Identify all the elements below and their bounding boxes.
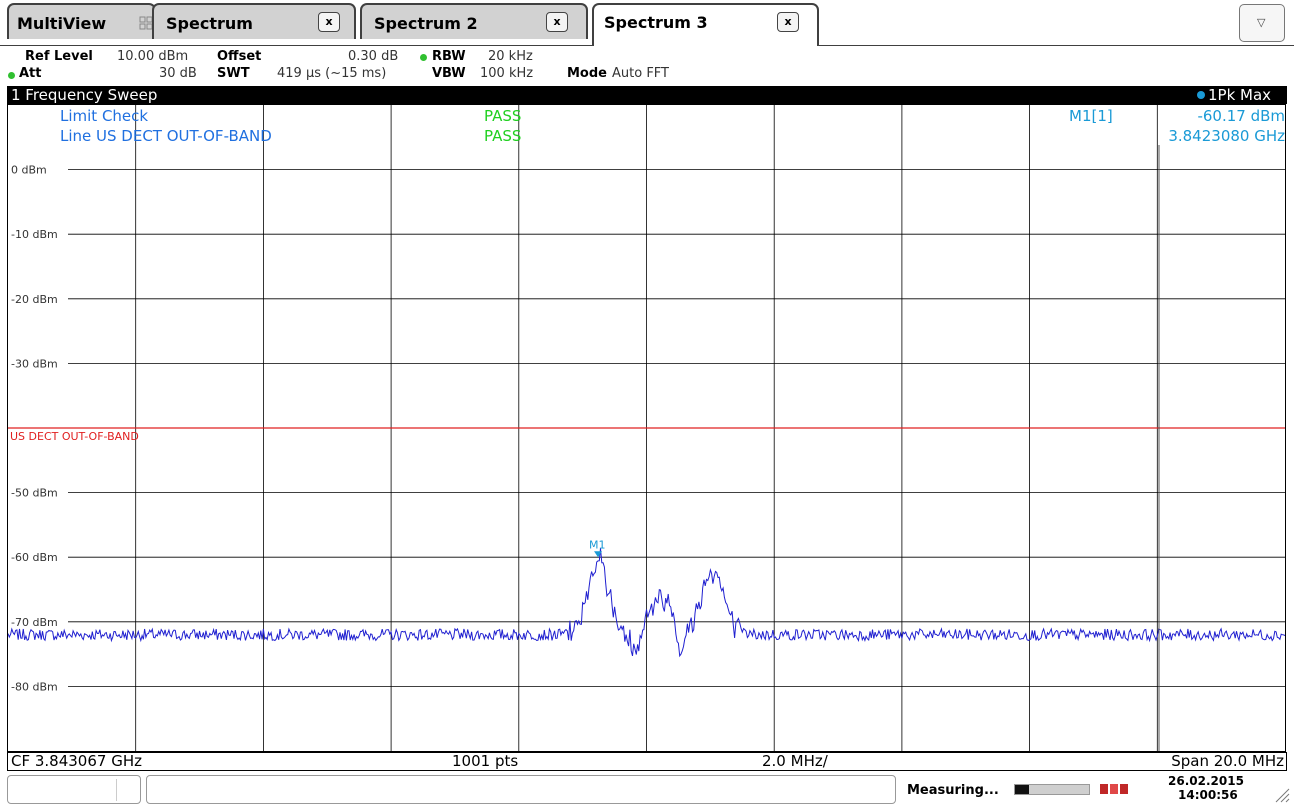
y-axis-labels: 0 dBm -10 dBm -20 dBm -30 dBm -50 dBm -60 dBm… xyxy=(11,164,58,694)
y-tick-label: -20 dBm xyxy=(11,293,58,306)
spectrum-plot[interactable]: 0 dBm -10 dBm -20 dBm -30 dBm -50 dBm -60 dBm… xyxy=(8,105,1285,751)
frequency-per-division[interactable]: 2.0 MHz/ xyxy=(762,752,828,770)
y-tick-label: -30 dBm xyxy=(11,357,58,370)
swt-value[interactable]: 419 µs (~15 ms) xyxy=(277,66,387,81)
marker-name: M1[1] xyxy=(1069,107,1113,125)
settings-bar: Ref Level 10.00 dBm Att 30 dB Offset 0.3… xyxy=(7,46,1287,85)
window-title-bar[interactable]: 1 Frequency Sweep 1Pk Max xyxy=(7,86,1287,104)
tab-bar: MultiView Spectrum x Spectrum 2 x Spectr… xyxy=(0,0,1294,46)
limit-check-label: Limit Check xyxy=(60,107,149,125)
marker-frequency: 3.8423080 GHz xyxy=(1168,127,1285,145)
tab-spectrum-2[interactable]: Spectrum 2 x xyxy=(360,3,588,39)
remote-status-icon xyxy=(1100,784,1128,794)
marker-level: -60.17 dBm xyxy=(1197,107,1285,125)
close-tab-spectrum-3-button[interactable]: x xyxy=(777,12,799,32)
trace-mode-label[interactable]: 1Pk Max xyxy=(1208,86,1272,104)
measuring-status: Measuring... xyxy=(907,783,999,798)
close-tab-spectrum-2-button[interactable]: x xyxy=(546,12,568,32)
diagram-area[interactable]: 0 dBm -10 dBm -20 dBm -30 dBm -50 dBm -60 dBm… xyxy=(7,104,1286,752)
rbw-label: RBW xyxy=(432,49,466,64)
y-tick-label: -80 dBm xyxy=(11,680,58,693)
limit-line-result: PASS xyxy=(484,127,522,145)
chevron-down-icon: ▽ xyxy=(1257,16,1266,29)
ref-level-label: Ref Level xyxy=(25,49,93,64)
mode-label: Mode xyxy=(567,66,607,81)
resize-grip-icon[interactable] xyxy=(1274,787,1290,803)
divider xyxy=(116,779,117,801)
mode-value[interactable]: Auto FFT xyxy=(612,66,669,81)
vbw-value[interactable]: 100 kHz xyxy=(480,66,534,81)
y-tick-label: 0 dBm xyxy=(11,164,47,177)
tab-label: Spectrum 2 xyxy=(374,14,478,33)
status-field-left[interactable] xyxy=(7,775,141,804)
rbw-indicator-icon xyxy=(420,54,427,61)
tab-label: Spectrum 3 xyxy=(604,13,708,32)
status-bar: Measuring... 26.02.2015 14:00:56 xyxy=(0,773,1294,806)
offset-value[interactable]: 0.30 dB xyxy=(348,49,399,64)
tab-label: Spectrum xyxy=(166,14,253,33)
diagram-footer: CF 3.843067 GHz 1001 pts 2.0 MHz/ Span 2… xyxy=(7,752,1287,771)
tab-dropdown-button[interactable]: ▽ xyxy=(1239,4,1285,42)
status-date: 26.02.2015 xyxy=(1168,774,1244,788)
progress-bar xyxy=(1014,784,1090,795)
limit-line-name: Line US DECT OUT-OF-BAND xyxy=(60,127,272,145)
rbw-value[interactable]: 20 kHz xyxy=(488,49,533,64)
multiview-grid-icon xyxy=(139,16,153,30)
y-tick-label: -60 dBm xyxy=(11,551,58,564)
progress-fill xyxy=(1015,785,1029,794)
y-tick-label: -70 dBm xyxy=(11,616,58,629)
tab-multiview[interactable]: MultiView xyxy=(7,3,156,39)
limit-check-result: PASS xyxy=(484,107,522,125)
message-field[interactable] xyxy=(146,775,896,804)
marker-m1-icon xyxy=(594,551,603,558)
close-tab-spectrum-button[interactable]: x xyxy=(318,12,340,32)
y-tick-label: -10 dBm xyxy=(11,228,58,241)
window-title: 1 Frequency Sweep xyxy=(11,86,158,104)
tab-spectrum[interactable]: Spectrum x xyxy=(152,3,356,39)
tab-spectrum-3[interactable]: Spectrum 3 x xyxy=(592,3,819,46)
trace-indicator-icon xyxy=(1197,91,1205,99)
ref-level-value[interactable]: 10.00 dBm xyxy=(117,49,189,64)
y-tick-label: -50 dBm xyxy=(11,487,58,500)
att-indicator-icon xyxy=(8,72,15,79)
sweep-points[interactable]: 1001 pts xyxy=(452,752,519,770)
spectrum-trace xyxy=(8,548,1285,658)
status-time: 14:00:56 xyxy=(1178,788,1238,802)
tab-baseline xyxy=(0,45,592,46)
center-frequency[interactable]: CF 3.843067 GHz xyxy=(11,752,142,770)
att-label: Att xyxy=(19,66,42,81)
marker-m1-label: M1 xyxy=(589,538,606,551)
swt-label: SWT xyxy=(217,66,250,81)
tab-baseline xyxy=(819,45,1294,46)
offset-label: Offset xyxy=(217,49,262,64)
tab-label: MultiView xyxy=(17,14,107,33)
att-value[interactable]: 30 dB xyxy=(159,66,197,81)
vbw-label: VBW xyxy=(432,66,466,81)
limit-line-label: US DECT OUT-OF-BAND xyxy=(10,430,139,443)
span[interactable]: Span 20.0 MHz xyxy=(1171,752,1284,770)
